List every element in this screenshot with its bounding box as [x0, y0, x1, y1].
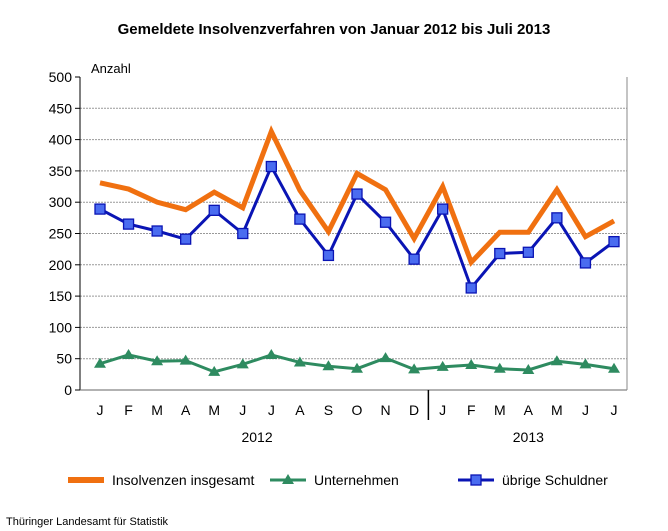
data-point: [379, 352, 392, 363]
y-tick-label: 400: [49, 132, 73, 148]
x-tick-label: M: [151, 402, 163, 418]
x-tick-label: J: [439, 402, 446, 418]
source-note: Thüringer Landesamt für Statistik: [6, 516, 169, 528]
data-point: [208, 204, 220, 216]
data-point: [379, 216, 392, 228]
data-point: [322, 360, 335, 371]
data-point: [551, 212, 563, 224]
x-tick-label: S: [324, 402, 333, 418]
x-tick-label: F: [124, 402, 133, 418]
y-tick-label: 350: [49, 163, 73, 179]
data-point: [293, 356, 306, 367]
data-point: [408, 363, 421, 374]
x-tick-label: M: [551, 402, 563, 418]
data-point: [94, 357, 106, 368]
x-tick-label: J: [97, 402, 104, 418]
data-point: [151, 355, 164, 366]
data-point: [436, 360, 449, 371]
x-tick-label: M: [208, 402, 220, 418]
x-tick-label: A: [181, 402, 191, 418]
data-point: [94, 203, 106, 215]
data-point: [522, 246, 534, 258]
data-point: [522, 363, 535, 374]
data-point: [408, 253, 420, 265]
y-tick-label: 50: [56, 351, 72, 367]
data-point: [179, 354, 192, 365]
data-point: [351, 362, 363, 373]
series-line: [99, 125, 616, 267]
data-point: [265, 160, 277, 173]
data-point: [180, 233, 192, 245]
y-tick-label: 250: [49, 226, 73, 242]
data-point: [265, 348, 278, 359]
data-point: [237, 227, 249, 240]
year-label: 2012: [241, 429, 272, 445]
data-point: [236, 358, 249, 369]
x-tick-label: A: [524, 402, 534, 418]
legend-marker: [470, 474, 482, 486]
data-point: [579, 257, 592, 269]
x-tick-label: D: [409, 402, 419, 418]
x-tick-label: J: [268, 402, 275, 418]
y-tick-label: 200: [49, 257, 73, 273]
data-point: [122, 348, 135, 359]
y-tick-label: 150: [49, 288, 73, 304]
data-point: [322, 249, 335, 262]
x-tick-label: N: [380, 402, 390, 418]
legend-label: übrige Schuldner: [502, 472, 608, 488]
y-axis-label: Anzahl: [91, 61, 131, 76]
series-line: [99, 163, 615, 291]
data-point: [608, 362, 620, 373]
data-point: [465, 282, 477, 294]
data-point: [208, 365, 221, 376]
year-label: 2013: [513, 429, 544, 445]
x-tick-label: J: [239, 402, 246, 418]
x-tick-label: O: [352, 402, 363, 418]
data-point: [437, 203, 449, 215]
legend-label: Unternehmen: [314, 472, 399, 488]
data-point: [294, 213, 306, 225]
legend-label: Insolvenzen insgesamt: [112, 472, 255, 488]
data-point: [579, 358, 592, 369]
data-point: [550, 355, 563, 366]
y-tick-label: 300: [49, 194, 73, 210]
y-tick-label: 100: [49, 319, 73, 335]
x-tick-label: M: [494, 402, 506, 418]
y-tick-label: 450: [49, 100, 73, 116]
data-point: [151, 225, 163, 237]
data-point: [608, 235, 620, 248]
x-tick-label: J: [611, 402, 618, 418]
data-point: [465, 358, 478, 369]
x-tick-label: A: [295, 402, 305, 418]
x-tick-label: F: [467, 402, 476, 418]
x-tick-label: J: [582, 402, 589, 418]
y-tick-label: 500: [49, 69, 73, 85]
data-point: [494, 247, 506, 260]
data-point: [493, 362, 506, 373]
legend-marker: [282, 474, 294, 484]
y-tick-label: 0: [64, 382, 72, 398]
chart-title: Gemeldete Insolvenzverfahren von Januar …: [118, 21, 551, 38]
data-point: [122, 218, 135, 230]
data-point: [351, 188, 363, 200]
